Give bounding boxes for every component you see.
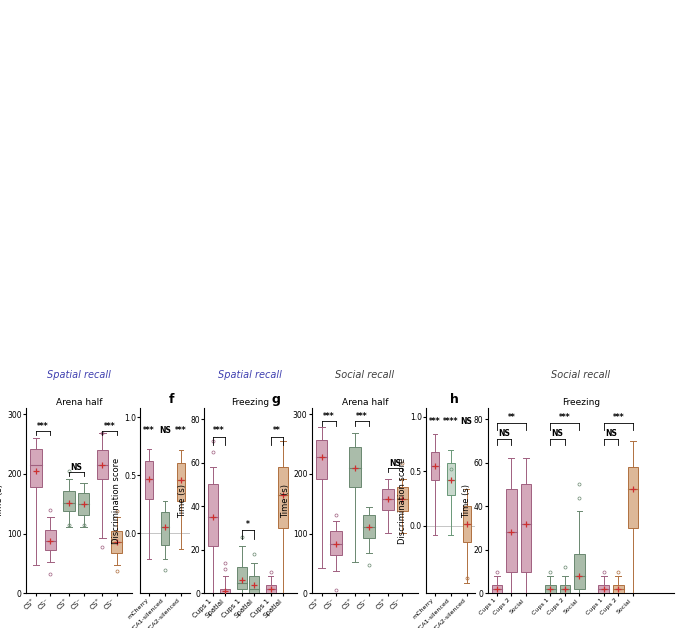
Bar bbox=[111, 531, 123, 553]
Bar bbox=[316, 440, 327, 479]
Bar bbox=[266, 585, 275, 593]
Bar bbox=[64, 490, 75, 511]
Bar bbox=[574, 555, 585, 589]
Bar bbox=[492, 585, 502, 593]
Text: ***: *** bbox=[323, 412, 335, 421]
Bar bbox=[177, 463, 185, 501]
Bar bbox=[249, 576, 259, 593]
Title: Arena half: Arena half bbox=[342, 398, 388, 408]
Bar bbox=[382, 489, 394, 510]
Text: Spatial recall: Spatial recall bbox=[219, 371, 282, 381]
Y-axis label: Time (s): Time (s) bbox=[178, 484, 188, 518]
Bar bbox=[447, 463, 455, 495]
Bar bbox=[278, 467, 288, 528]
Text: f: f bbox=[169, 393, 175, 406]
Bar bbox=[431, 452, 439, 480]
Y-axis label: Time (s): Time (s) bbox=[0, 484, 5, 518]
Bar bbox=[237, 567, 247, 589]
Text: Social recall: Social recall bbox=[335, 371, 395, 381]
Bar bbox=[97, 450, 108, 479]
Text: ***: *** bbox=[213, 426, 225, 435]
Text: ***: *** bbox=[612, 413, 624, 423]
Text: ***: *** bbox=[103, 421, 115, 431]
Bar bbox=[30, 449, 42, 487]
Bar bbox=[627, 467, 638, 528]
Y-axis label: Time (s): Time (s) bbox=[281, 484, 290, 518]
Text: **: ** bbox=[273, 426, 281, 435]
Bar bbox=[560, 585, 570, 593]
Bar bbox=[506, 489, 516, 571]
Y-axis label: Time (s): Time (s) bbox=[462, 484, 471, 518]
Bar bbox=[613, 585, 623, 593]
Title: Freezing: Freezing bbox=[562, 398, 600, 408]
Text: Spatial recall: Spatial recall bbox=[47, 371, 111, 381]
Text: ***: *** bbox=[356, 412, 368, 421]
Text: ***: *** bbox=[429, 416, 440, 426]
Text: NS: NS bbox=[605, 429, 617, 438]
Y-axis label: Discrimination score: Discrimination score bbox=[112, 458, 121, 544]
Bar bbox=[45, 530, 56, 550]
Bar bbox=[145, 462, 153, 499]
Bar bbox=[208, 484, 218, 546]
Text: Social recall: Social recall bbox=[551, 371, 610, 381]
Title: Freezing: Freezing bbox=[232, 398, 269, 408]
Text: NS: NS bbox=[551, 429, 564, 438]
Bar bbox=[521, 484, 532, 571]
Text: ***: *** bbox=[143, 426, 155, 435]
Bar bbox=[161, 512, 169, 545]
Bar bbox=[545, 585, 556, 593]
Bar bbox=[330, 531, 342, 555]
Text: NS: NS bbox=[159, 426, 171, 435]
Text: ***: *** bbox=[175, 426, 187, 435]
Text: NS: NS bbox=[71, 463, 82, 472]
Bar bbox=[349, 447, 360, 487]
Bar bbox=[78, 493, 89, 514]
Bar bbox=[462, 506, 471, 542]
Text: NS: NS bbox=[498, 429, 510, 438]
Title: Arena half: Arena half bbox=[56, 398, 102, 408]
Text: g: g bbox=[271, 393, 280, 406]
Text: *: * bbox=[246, 520, 250, 529]
Text: ****: **** bbox=[443, 416, 458, 426]
Y-axis label: Discrimination score: Discrimination score bbox=[398, 458, 407, 544]
Text: **: ** bbox=[508, 413, 515, 423]
Text: ***: *** bbox=[559, 413, 571, 423]
Text: h: h bbox=[451, 393, 460, 406]
Bar bbox=[397, 487, 408, 511]
Bar bbox=[364, 514, 375, 538]
Text: NS: NS bbox=[461, 416, 473, 426]
Text: ***: *** bbox=[38, 421, 49, 431]
Bar bbox=[221, 589, 230, 593]
Bar bbox=[599, 585, 609, 593]
Text: NS: NS bbox=[389, 458, 401, 468]
